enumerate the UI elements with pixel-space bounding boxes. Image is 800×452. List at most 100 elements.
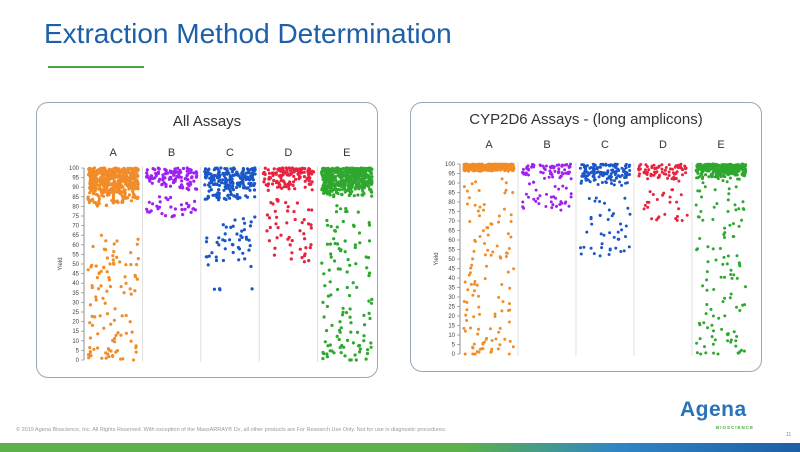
data-point	[722, 171, 726, 175]
data-point	[674, 177, 678, 180]
data-point	[325, 304, 329, 309]
data-point	[551, 203, 555, 207]
data-point	[506, 270, 510, 274]
data-point	[465, 189, 469, 193]
data-point	[606, 171, 610, 174]
data-point	[217, 183, 221, 187]
data-point	[505, 251, 508, 255]
data-point	[647, 168, 651, 172]
data-point	[469, 282, 473, 286]
data-point	[717, 171, 721, 175]
data-point	[730, 276, 734, 280]
data-point	[223, 176, 228, 180]
data-point	[88, 303, 92, 307]
data-point	[185, 173, 189, 177]
data-point	[557, 170, 561, 173]
data-point	[469, 266, 473, 270]
data-point	[250, 287, 254, 291]
data-point	[228, 196, 232, 200]
data-point	[253, 172, 257, 176]
data-point	[590, 222, 594, 226]
data-point	[728, 223, 732, 227]
data-point	[332, 237, 336, 241]
data-point	[498, 255, 502, 259]
data-point	[493, 163, 497, 167]
data-point	[252, 168, 256, 172]
data-point	[209, 188, 213, 192]
data-point	[341, 172, 346, 177]
data-point	[705, 303, 709, 306]
data-point	[135, 277, 139, 281]
data-point	[158, 200, 162, 204]
data-point	[335, 334, 339, 338]
y-tick-label: 100	[69, 166, 80, 172]
data-point	[497, 295, 501, 299]
y-tick-label: 60	[72, 243, 79, 249]
data-point	[88, 346, 92, 350]
data-point	[486, 226, 490, 230]
y-tick-label: 90	[448, 181, 455, 187]
data-point	[609, 163, 613, 167]
data-point	[207, 183, 211, 187]
data-point	[488, 327, 492, 331]
data-point	[90, 314, 94, 318]
data-point	[357, 187, 361, 191]
data-point	[466, 288, 470, 292]
data-point	[105, 270, 109, 274]
data-point	[345, 311, 349, 315]
data-point	[561, 184, 565, 188]
data-point	[495, 244, 499, 248]
y-tick-label: 40	[72, 281, 79, 287]
data-point	[705, 288, 709, 292]
data-point	[348, 263, 352, 267]
data-point	[217, 188, 221, 192]
data-point	[93, 182, 98, 186]
data-point	[111, 194, 116, 198]
data-point	[99, 167, 103, 171]
data-point	[225, 167, 229, 171]
data-point	[465, 319, 469, 322]
data-point	[328, 181, 332, 185]
data-point	[728, 166, 732, 170]
data-point	[564, 171, 568, 175]
data-point	[473, 282, 477, 286]
data-point	[106, 352, 110, 356]
data-point	[332, 351, 336, 355]
data-point	[655, 170, 659, 174]
data-point	[217, 179, 221, 183]
data-point	[503, 337, 507, 341]
data-point	[498, 326, 502, 330]
data-point	[369, 172, 373, 176]
data-point	[120, 170, 124, 174]
data-point	[578, 166, 582, 170]
data-point	[129, 339, 133, 343]
data-point	[740, 163, 744, 167]
data-point	[235, 232, 239, 236]
data-point	[183, 177, 187, 181]
data-point	[352, 194, 356, 198]
data-point	[497, 330, 501, 334]
data-point	[157, 179, 161, 183]
data-point	[623, 196, 627, 200]
data-point	[210, 181, 214, 185]
data-point	[176, 170, 180, 174]
data-point	[503, 191, 507, 195]
data-point	[734, 339, 738, 343]
data-point	[593, 178, 597, 182]
data-point	[180, 207, 184, 212]
data-point	[131, 189, 135, 193]
data-point	[619, 250, 623, 253]
y-tick-label: 100	[445, 162, 456, 168]
data-point	[160, 182, 164, 186]
data-point	[507, 309, 510, 312]
data-point	[329, 255, 333, 259]
scatter-chart-cyp2d6: 0 5 10 15 20 25 30 35 40 45 50 55 60 65 70 75 80 85 90 95 10…	[434, 139, 748, 358]
data-point	[86, 195, 90, 199]
data-point	[164, 183, 168, 187]
data-point	[169, 171, 173, 175]
data-point	[732, 164, 736, 168]
data-point	[620, 228, 624, 232]
data-point	[135, 242, 139, 246]
data-point	[646, 177, 650, 181]
data-point	[595, 167, 599, 171]
